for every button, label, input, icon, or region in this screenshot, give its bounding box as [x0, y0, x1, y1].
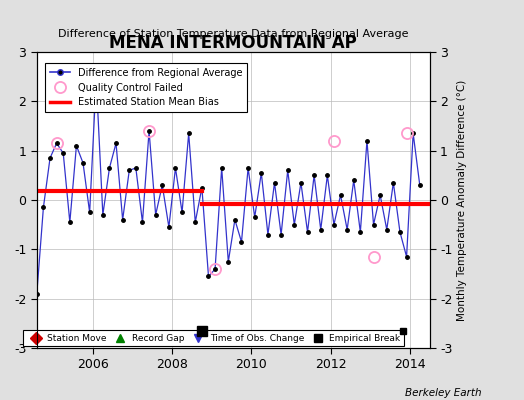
Title: MENA INTERMOUNTAIN AP: MENA INTERMOUNTAIN AP: [110, 34, 357, 52]
Legend: Station Move, Record Gap, Time of Obs. Change, Empirical Break: Station Move, Record Gap, Time of Obs. C…: [23, 330, 404, 346]
Y-axis label: Monthly Temperature Anomaly Difference (°C): Monthly Temperature Anomaly Difference (…: [456, 79, 467, 321]
Text: Berkeley Earth: Berkeley Earth: [406, 388, 482, 398]
Text: Difference of Station Temperature Data from Regional Average: Difference of Station Temperature Data f…: [58, 29, 408, 39]
